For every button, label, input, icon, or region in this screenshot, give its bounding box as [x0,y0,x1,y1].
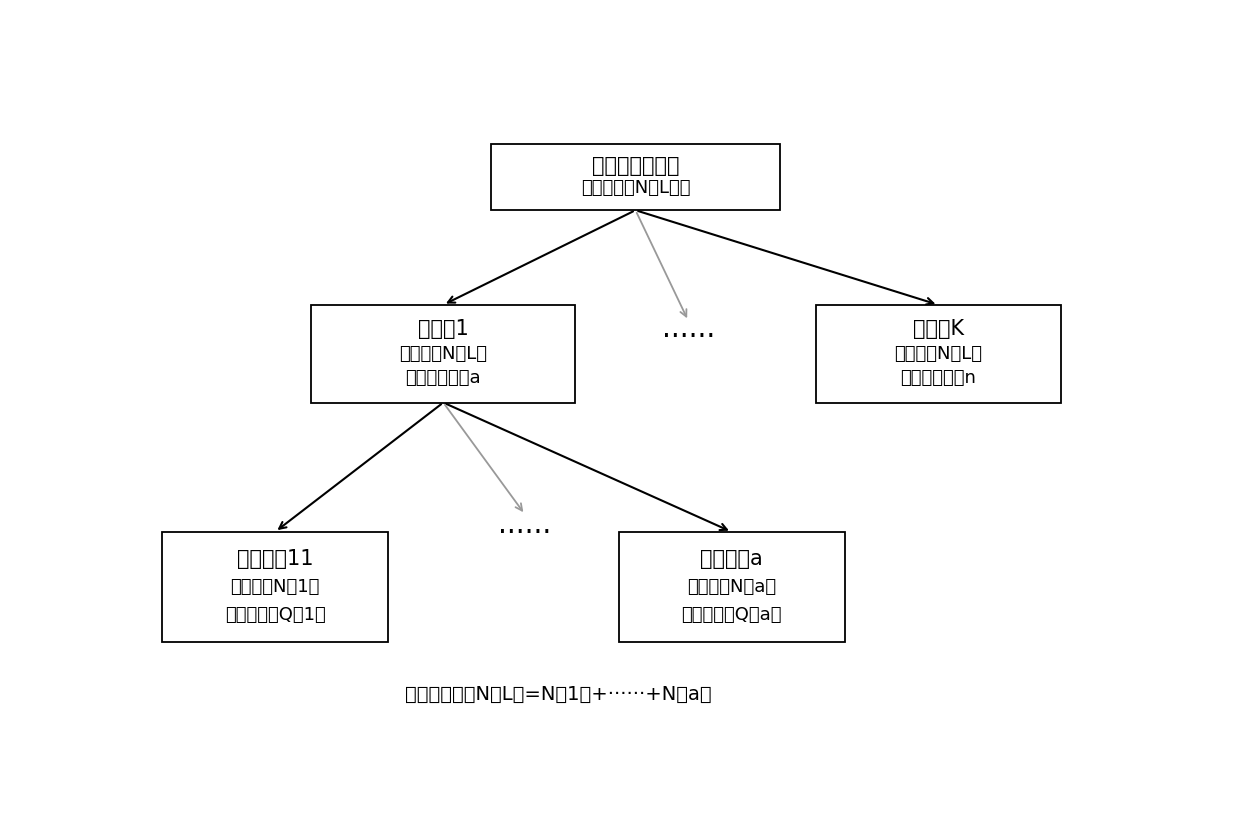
Bar [619,532,844,642]
Text: （标注量：N（L））: （标注量：N（L）） [580,179,691,197]
Text: 标注账户数：a: 标注账户数：a [405,369,481,387]
Text: 标注账戗11: 标注账戗11 [237,550,314,569]
Text: 标注组1: 标注组1 [418,319,469,339]
Text: 标注量：N（L）: 标注量：N（L） [894,345,982,363]
Text: 待标注样本集合: 待标注样本集合 [591,156,680,176]
Text: 标注组K: 标注组K [913,319,963,339]
Text: 标注量：N（a）: 标注量：N（a） [687,578,776,596]
Text: 标注效率：Q（a）: 标注效率：Q（a） [681,605,782,623]
Text: 标注账户a: 标注账户a [701,550,763,569]
Text: ······: ······ [662,323,715,351]
Bar [491,144,780,210]
Text: 标注量：N（L）: 标注量：N（L） [399,345,487,363]
Text: 其中，标注量N（L）=N（1）+······+N（a）: 其中，标注量N（L）=N（1）+······+N（a） [404,685,712,704]
Text: 标注量：N（1）: 标注量：N（1） [231,578,320,596]
Text: 标注账户数：n: 标注账户数：n [900,369,976,387]
Bar [816,305,1060,403]
Text: ······: ······ [498,519,552,547]
Bar [162,532,388,642]
Bar [311,305,575,403]
Text: 标注效率：Q（1）: 标注效率：Q（1） [224,605,325,623]
